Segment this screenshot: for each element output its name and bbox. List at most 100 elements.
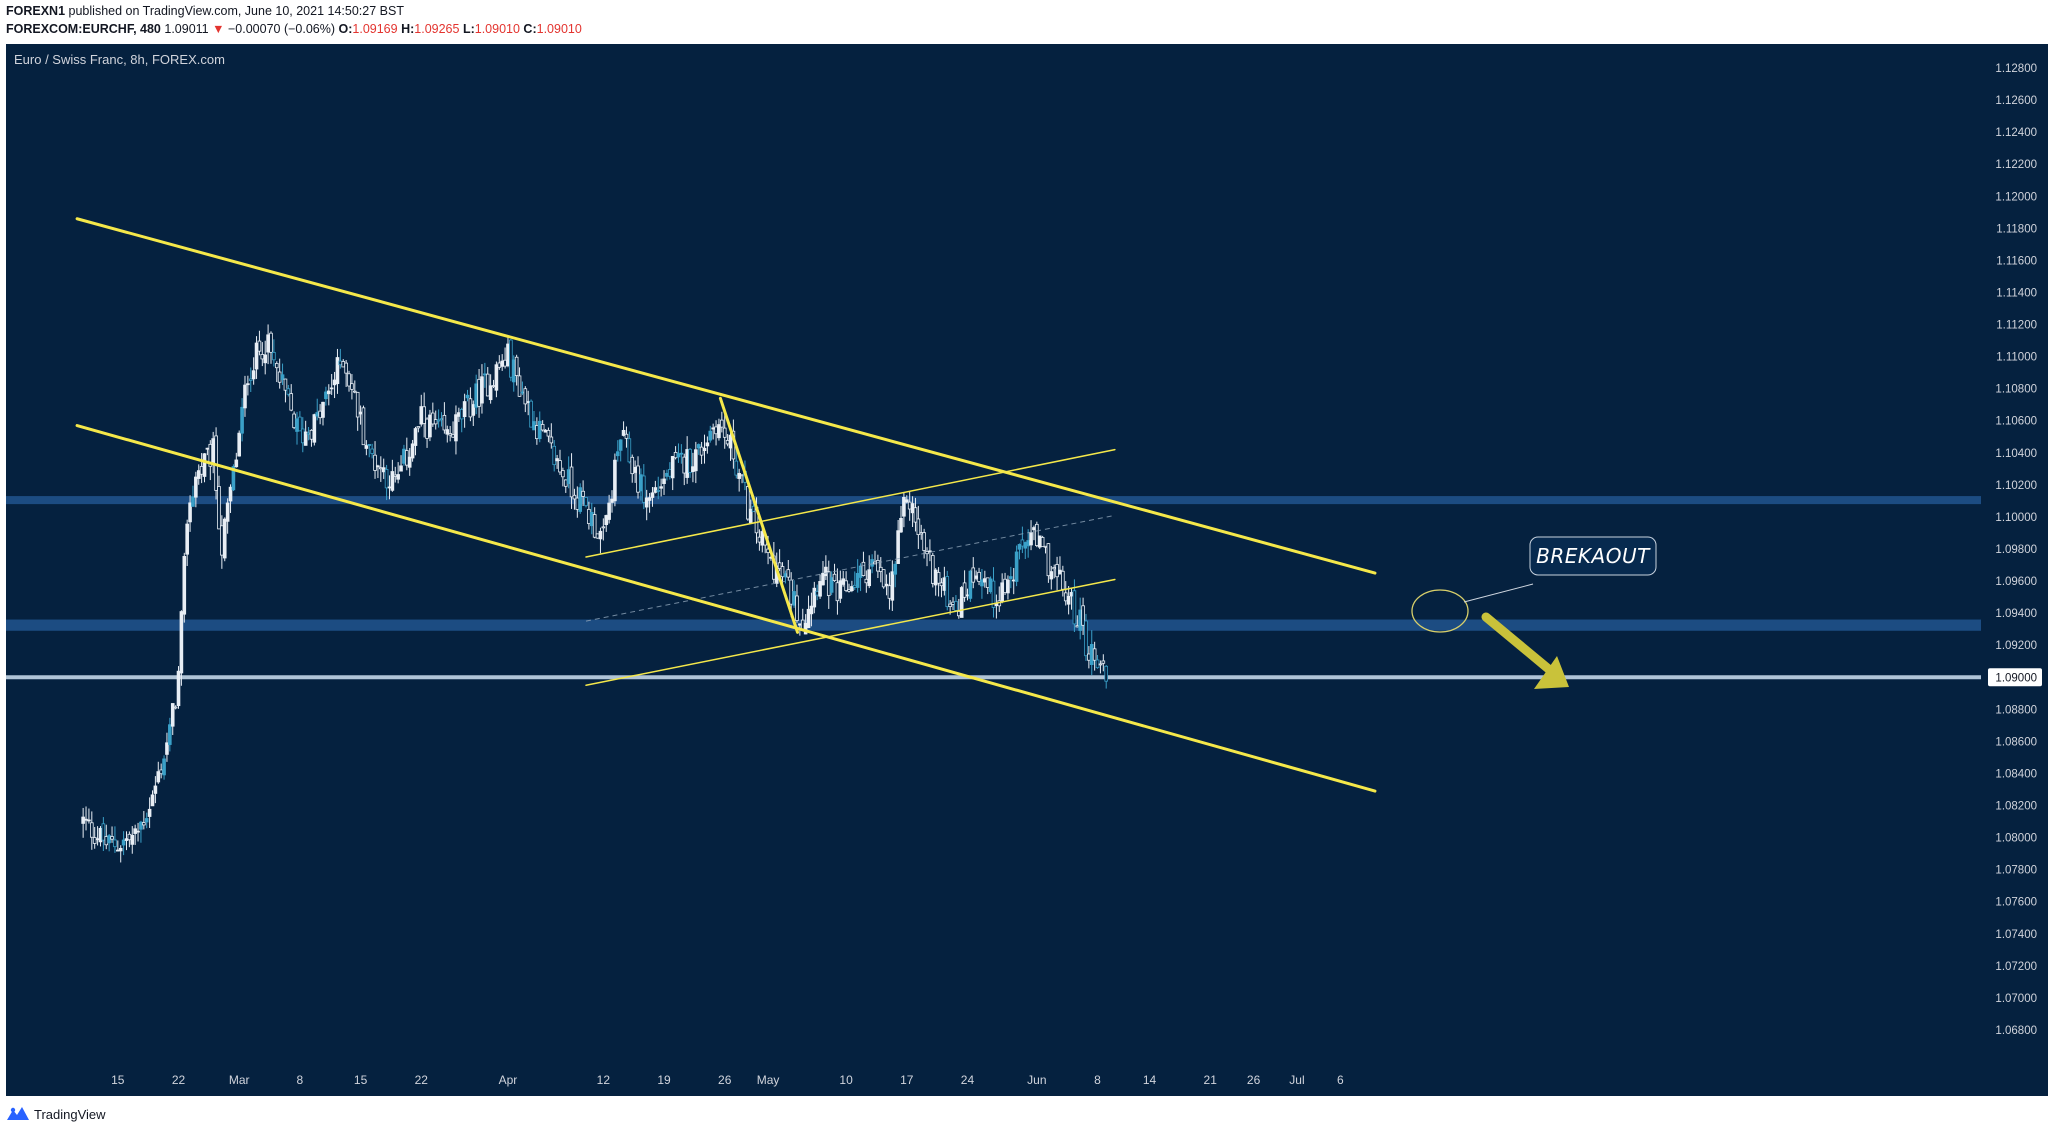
candle (722, 414, 727, 449)
candle-body (1006, 579, 1010, 594)
candle-body (376, 465, 380, 468)
candle (217, 475, 221, 530)
candle (87, 808, 91, 824)
candle-body (959, 587, 964, 618)
candle-body (312, 414, 317, 443)
close-value: 1.09010 (536, 22, 582, 36)
candle (1084, 613, 1088, 661)
candle-body (1055, 564, 1059, 578)
candle-body (925, 551, 929, 555)
candle-body (546, 430, 551, 437)
candle-body (734, 460, 739, 476)
candle (454, 405, 458, 455)
candle-body (272, 351, 276, 361)
candle-body (985, 577, 990, 588)
candle-body (835, 582, 840, 602)
chart-panel[interactable]: Euro / Swiss Franc, 8h, FOREX.com BREKAO… (6, 44, 2048, 1096)
candle-body (266, 334, 270, 353)
candle (465, 389, 470, 402)
candle (292, 411, 296, 430)
candle (494, 361, 499, 398)
candle-body (457, 412, 461, 417)
candle-body (939, 582, 944, 587)
y-tick-label: 1.12000 (1995, 191, 2037, 203)
candle-body (81, 816, 85, 824)
candle (373, 441, 377, 479)
candle-body (1058, 569, 1062, 574)
candle-body (324, 391, 328, 400)
candle-body (306, 432, 311, 435)
candle-body (748, 508, 753, 524)
candle-body (647, 497, 652, 501)
candle (448, 425, 452, 442)
candle-body (786, 569, 791, 578)
candle-body (179, 611, 184, 674)
candle (717, 418, 721, 441)
candle-body (416, 426, 421, 429)
candle (370, 443, 374, 459)
candle (913, 497, 918, 532)
candle (416, 426, 421, 433)
candle (251, 357, 256, 385)
candle-body (890, 571, 895, 601)
candle (514, 354, 519, 386)
candle (361, 405, 366, 446)
candle-body (841, 578, 846, 585)
candle (806, 595, 811, 629)
candle (688, 448, 692, 478)
candle-body (1037, 535, 1042, 548)
candle-body (251, 370, 256, 380)
candle-body (957, 611, 961, 617)
candle (280, 363, 285, 385)
candle (471, 400, 476, 426)
candle (642, 464, 646, 510)
footer-brand[interactable]: TradingView (34, 1107, 106, 1122)
x-tick-label: 14 (1143, 1073, 1157, 1087)
price-chart[interactable]: BREKAOUT 1.06800 1.07000 1.07200 1.07400 1.07… (6, 44, 2048, 1096)
candle-body (572, 494, 577, 500)
candle-body (234, 459, 239, 468)
candle-body (361, 407, 366, 446)
candle (925, 547, 929, 567)
candle-body (847, 589, 851, 592)
candle (549, 423, 554, 449)
candle (428, 409, 432, 442)
x-tick-label: 10 (839, 1073, 853, 1087)
candle-body (196, 470, 201, 479)
candle-body (798, 623, 802, 626)
candle (344, 360, 348, 387)
candle-body (384, 469, 389, 489)
tradingview-logo-icon[interactable] (6, 1105, 30, 1121)
candle (850, 580, 854, 593)
candle-body (344, 362, 348, 374)
candle-body (876, 560, 880, 572)
candle (422, 392, 426, 438)
candle-body (659, 486, 663, 489)
candle (179, 610, 184, 686)
candle (324, 386, 328, 406)
publisher-name[interactable]: FOREXN1 (6, 4, 66, 18)
candle (653, 480, 658, 494)
candle-body (650, 492, 655, 498)
candle (399, 455, 403, 472)
candle-body (410, 443, 415, 459)
candle-body (896, 530, 900, 564)
candle-body (549, 436, 554, 444)
candle (592, 507, 597, 539)
candle-body (598, 530, 603, 540)
candle-body (1089, 644, 1094, 665)
candle (153, 776, 158, 804)
candle (92, 826, 97, 849)
close-label: C: (523, 22, 537, 36)
candle (390, 459, 395, 492)
last-price: 1.09011 (164, 22, 209, 36)
x-tick-label: 8 (1094, 1073, 1101, 1087)
candle-body (483, 373, 487, 376)
candle-body (656, 489, 661, 492)
candle-body (1104, 665, 1109, 682)
candle-body (144, 818, 149, 823)
candle-body (705, 442, 710, 447)
candle-body (202, 453, 207, 477)
candle-body (717, 424, 721, 439)
candle (928, 539, 932, 562)
